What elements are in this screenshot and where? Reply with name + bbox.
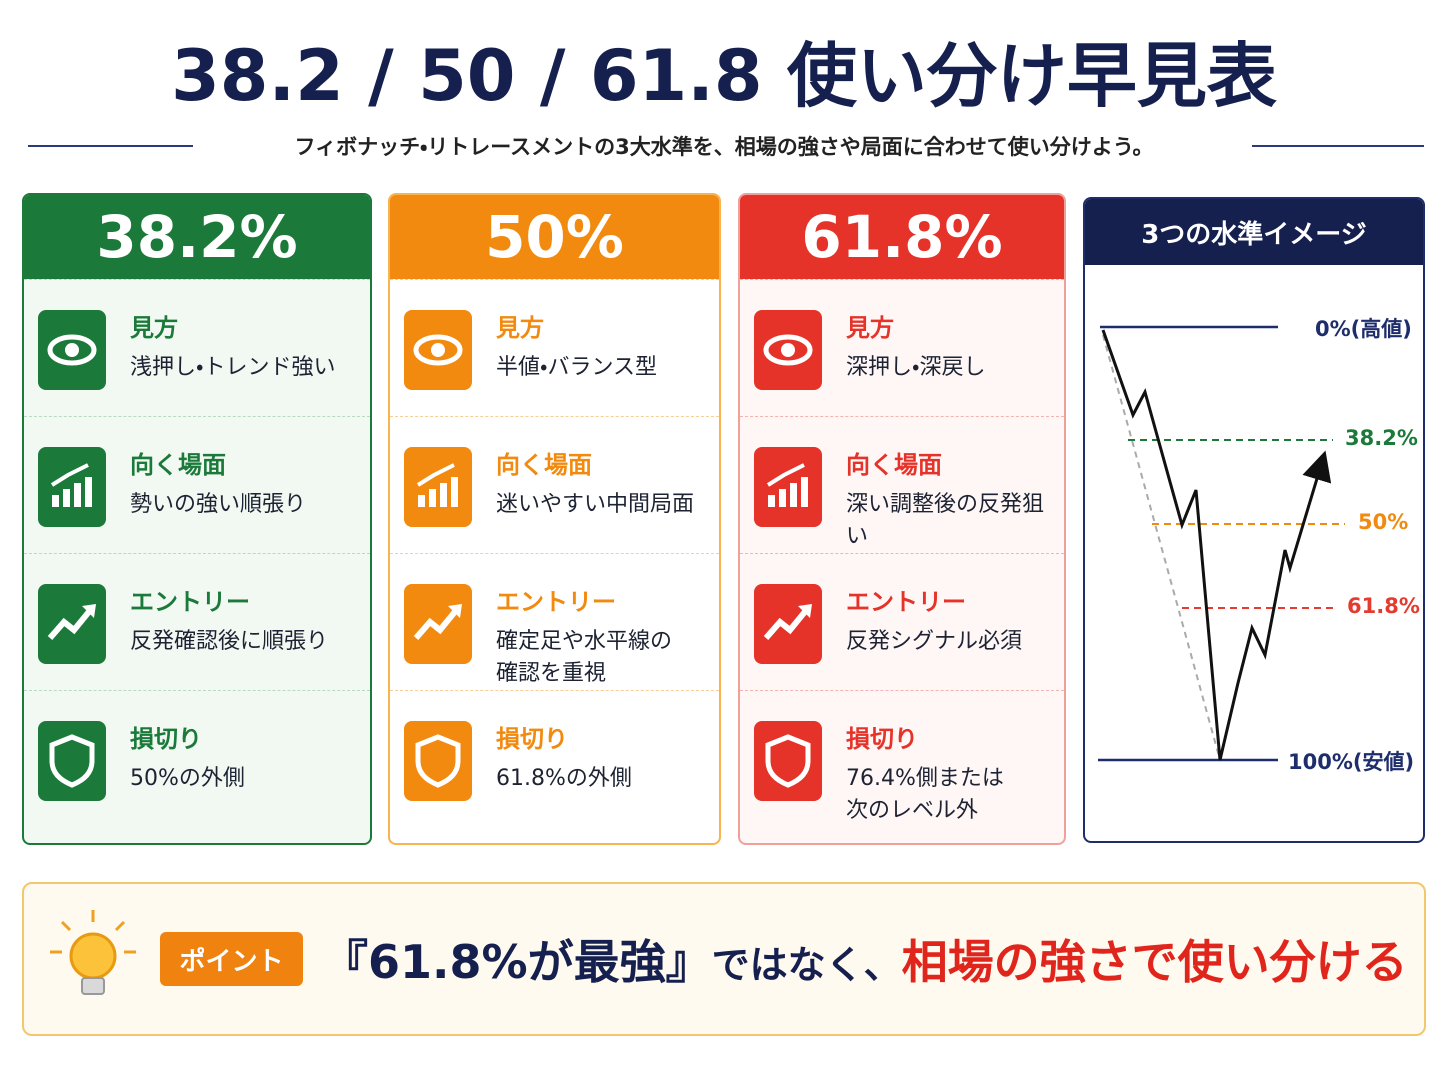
title: 38.2 / 50 / 61.8 使い分け早見表: [171, 35, 1277, 117]
level-column: 38.2% 見方 浅押し・トレンド強い 向く場面 勢いの強い順張り エントリー 反発確認後に…: [22, 193, 372, 845]
level-label: 50%: [1358, 510, 1409, 534]
row-text: 迷いやすい中間局面: [496, 492, 695, 517]
row-text: 浅押し・トレンド強い: [130, 355, 336, 380]
column-row: 見方 深押し・深戻し: [740, 279, 1064, 416]
panel-title: 3つの水準イメージ: [1085, 199, 1423, 265]
level-label: 100%(安値): [1288, 750, 1415, 774]
row-label: 見方: [846, 314, 894, 342]
icon-glyph: [415, 734, 461, 788]
subtitle: フィボナッチ・リトレースメントの3大水準を、相場の強さや局面に合わせて使い分けよ…: [294, 135, 1154, 159]
row-icon: [754, 310, 822, 390]
level-label: 0%(高値): [1315, 317, 1412, 341]
row-icon: [754, 584, 822, 664]
row-icon: [404, 721, 472, 801]
row-label: 見方: [496, 314, 544, 342]
column-row: エントリー確定足や水平線の 確認を重視: [390, 553, 719, 690]
row-text: 76.4%側または 次のレベル外: [846, 766, 1004, 823]
row-text: 深い調整後の反発狙い: [846, 492, 1045, 549]
row-label: エントリー: [130, 588, 250, 616]
icon-glyph: [50, 463, 92, 507]
icon-glyph: [416, 463, 458, 507]
icon-glyph: [49, 734, 95, 788]
icon-glyph: [765, 734, 811, 788]
row-icon: [38, 447, 106, 527]
point-badge: ポイント: [160, 932, 303, 986]
column-row: 向く場面深い調整後の反発狙い: [740, 416, 1064, 553]
row-label: 向く場面: [130, 451, 226, 479]
level-label: 38.2%: [1345, 426, 1418, 450]
icon-glyph: [413, 334, 463, 366]
row-icon: [404, 310, 472, 390]
row-text: 61.8%の外側: [496, 766, 632, 791]
row-text: 勢いの強い順張り: [130, 492, 307, 517]
row-icon: [754, 721, 822, 801]
point-quote: 『61.8%が最強』: [322, 935, 712, 989]
row-label: エントリー: [846, 588, 966, 616]
column-heading: 61.8%: [740, 195, 1064, 279]
row-icon: [38, 310, 106, 390]
level-panel: 3つの水準イメージ: [1083, 197, 1425, 843]
column-row: 見方浅押し・トレンド強い: [24, 279, 370, 416]
icon-glyph: [763, 334, 813, 366]
icon-glyph: [47, 334, 97, 366]
rule: [1252, 145, 1424, 147]
row-label: 損切り: [846, 725, 918, 753]
column-row: エントリー反発確認後に順張り: [24, 553, 370, 690]
row-text: 深押し・深戻し: [846, 355, 986, 380]
level-column: 50% 見方 半値・バランス型 向く場面 迷いやすい中間局面 エントリー 確定足や水平線の …: [388, 193, 721, 845]
point-middle: ではなく、: [711, 943, 902, 987]
point-emphasis: 相場の強さで使い分ける: [901, 935, 1408, 989]
column-row: 損切り 61.8%の外側: [390, 690, 719, 827]
column-row: 損切り 50%の外側: [24, 690, 370, 827]
row-text: 確定足や水平線の 確認を重視: [496, 629, 673, 686]
column-row: 向く場面勢いの強い順張り: [24, 416, 370, 553]
row-icon: [38, 584, 106, 664]
column-row: 見方半値・バランス型: [390, 279, 719, 416]
row-text: 半値・バランス型: [496, 355, 658, 380]
row-icon: [404, 584, 472, 664]
row-text: 50%の外側: [130, 766, 245, 791]
row-icon: [38, 721, 106, 801]
row-text: 反発確認後に順張り: [130, 629, 329, 654]
icon-glyph: [47, 604, 96, 640]
bulb-icon: [50, 910, 136, 995]
rule: [28, 145, 193, 147]
row-icon: [404, 447, 472, 527]
column-heading: 50%: [390, 195, 719, 279]
row-label: 向く場面: [846, 451, 942, 479]
row-label: 見方: [130, 314, 178, 342]
icon-glyph: [413, 604, 462, 640]
level-label: 61.8%: [1347, 594, 1420, 618]
row-label: エントリー: [496, 588, 616, 616]
level-column: 61.8% 見方 深押し・深戻し 向く場面 深い調整後の反発狙い エントリー 反発シグナル必…: [738, 193, 1066, 845]
row-label: 損切り: [130, 725, 202, 753]
row-text: 反発シグナル必須: [846, 629, 1023, 654]
column-heading: 38.2%: [24, 195, 370, 279]
row-icon: [754, 447, 822, 527]
row-label: 損切り: [496, 725, 568, 753]
icon-glyph: [763, 604, 812, 640]
column-row: エントリー反発シグナル必須: [740, 553, 1064, 690]
point-text: 『61.8%が最強』ではなく、相場の強さで使い分ける: [322, 926, 1408, 992]
column-row: 損切り 76.4%側または 次のレベル外: [740, 690, 1064, 827]
icon-glyph: [766, 463, 808, 507]
column-row: 向く場面迷いやすい中間局面: [390, 416, 719, 553]
row-label: 向く場面: [496, 451, 592, 479]
